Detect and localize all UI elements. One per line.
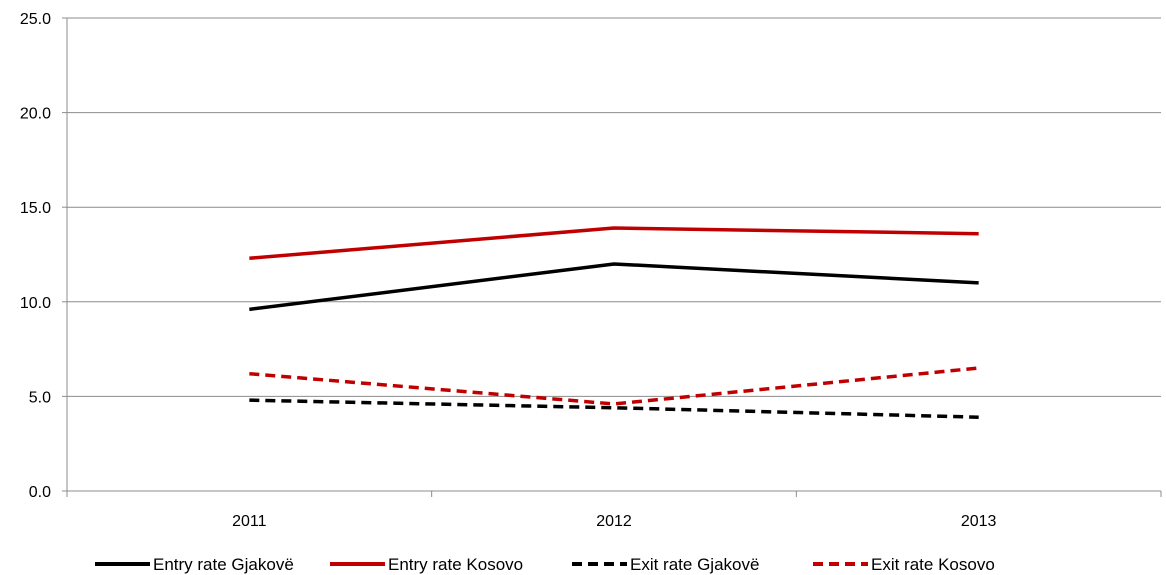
legend: Entry rate Gjakovë Entry rate Kosovo Exit … bbox=[95, 555, 995, 574]
axes: 0.0 5.0 10.0 15.0 20.0 25.0 2011 2012 2013 bbox=[20, 11, 1162, 530]
legend-label: Entry rate Gjakovë bbox=[153, 555, 294, 574]
legend-label: Entry rate Kosovo bbox=[388, 555, 523, 574]
y-tick-label: 0.0 bbox=[29, 484, 51, 501]
y-tick-label: 5.0 bbox=[29, 389, 51, 406]
legend-label: Exit rate Gjakovë bbox=[630, 555, 759, 574]
series-lines bbox=[249, 226, 979, 419]
y-tick-label: 25.0 bbox=[20, 11, 51, 28]
y-tick-label: 20.0 bbox=[20, 106, 51, 123]
x-tick-label: 2011 bbox=[232, 513, 267, 530]
legend-label: Exit rate Kosovo bbox=[871, 555, 995, 574]
series-line bbox=[249, 366, 979, 406]
series-line bbox=[249, 262, 979, 312]
y-tick-label: 10.0 bbox=[20, 295, 51, 312]
y-tick-label: 15.0 bbox=[20, 200, 51, 217]
x-tick-label: 2013 bbox=[961, 513, 997, 530]
x-tick-label: 2012 bbox=[596, 513, 632, 530]
series-line bbox=[249, 398, 979, 419]
gridlines bbox=[67, 17, 1161, 397]
series-line bbox=[249, 226, 979, 261]
